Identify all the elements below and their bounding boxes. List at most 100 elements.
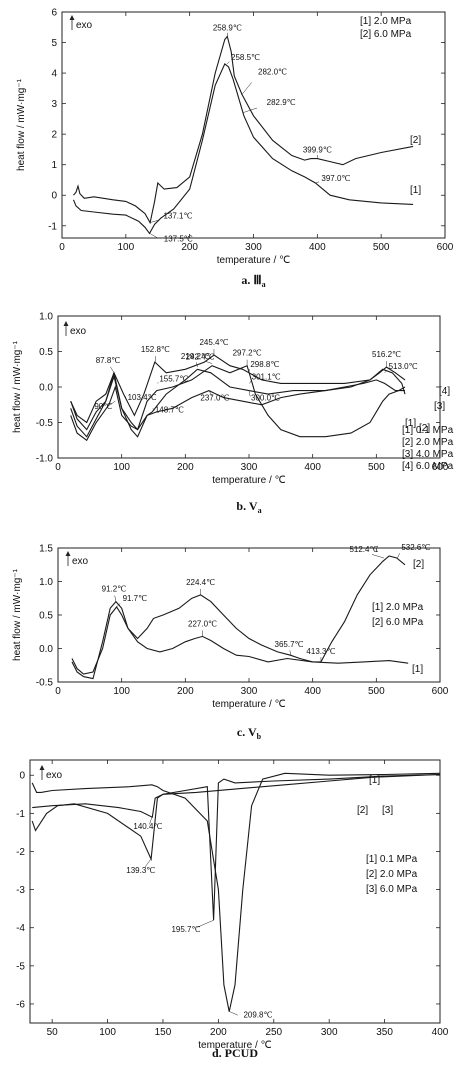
peak-annotation: 300.0℃ — [251, 394, 280, 403]
peak-annotation: 140.4℃ — [133, 822, 162, 831]
annotation-leader — [208, 390, 213, 397]
peak-annotation: 513.0℃ — [389, 362, 418, 371]
x-tick-label: 600 — [432, 462, 449, 473]
series-line-2 — [73, 35, 414, 225]
peak-annotation: 258.5℃ — [231, 53, 260, 62]
peak-annotation: 365.7℃ — [275, 640, 304, 649]
x-tick-label: 400 — [309, 242, 326, 253]
peak-annotation: 148.7℃ — [155, 405, 184, 414]
peak-annotation: 139.3℃ — [126, 866, 155, 875]
chart-panel-4: 50 100 150 200 250 300 350 400 -6 -5 -4 -3 -2 -1 0 temp… — [16, 759, 449, 1060]
peak-annotation: 91.7℃ — [123, 594, 148, 603]
peak-annotation: 298.8℃ — [250, 360, 279, 369]
y-axis-label: heat flow / mW·mg⁻¹ — [16, 78, 27, 171]
legend-entry: [1] 2.0 MPa — [372, 602, 424, 613]
y-tick-label: 1.5 — [39, 544, 53, 555]
annotation-leader — [397, 553, 400, 559]
y-tick-label: 6 — [51, 8, 57, 19]
annotation-leader — [114, 595, 117, 602]
y-tick-label: -0.5 — [36, 418, 54, 429]
legend-entry: [1] 0.1 MPa — [366, 854, 418, 865]
annotation-leader — [249, 380, 252, 384]
series-end-label: [1] — [405, 418, 416, 429]
exo-label: exo — [72, 556, 89, 567]
legend-entry: [1] 2.0 MPa — [360, 16, 412, 27]
y-tick-label: -1.0 — [36, 454, 54, 465]
series-end-label: [2] — [410, 135, 421, 146]
annotation-leader — [315, 181, 320, 184]
y-tick-label: -5 — [16, 961, 25, 972]
x-tick-label: 0 — [59, 242, 65, 253]
exo-label: exo — [76, 20, 93, 31]
plot-frame — [29, 759, 441, 1024]
annotation-leader — [144, 858, 151, 868]
legend-entry: [1] 0.1 MPa — [402, 425, 454, 436]
x-tick-label: 100 — [117, 242, 134, 253]
peak-annotation: 152.8℃ — [141, 345, 170, 354]
x-tick-label: 300 — [321, 1027, 338, 1038]
peak-annotation: 227.0℃ — [188, 619, 217, 628]
annotation-leader — [229, 1011, 238, 1016]
y-axis-label: heat flow / mW·mg⁻¹ — [12, 340, 23, 433]
x-tick-label: 100 — [113, 686, 130, 697]
y-tick-label: 1 — [51, 160, 57, 171]
x-tick-label: 500 — [368, 462, 385, 473]
x-tick-label: 400 — [304, 686, 321, 697]
x-tick-label: 100 — [99, 1027, 116, 1038]
x-tick-label: 500 — [368, 686, 385, 697]
y-axis-label: heat flow / mW·mg⁻¹ — [12, 568, 23, 661]
annotation-leader — [242, 107, 258, 114]
x-tick-label: 0 — [55, 462, 61, 473]
panel-caption: b. Va — [236, 499, 261, 515]
y-tick-label: 1.0 — [39, 577, 53, 588]
y-tick-label: -1 — [48, 221, 57, 232]
y-tick-label: -3 — [16, 885, 25, 896]
legend-entry: [2] 6.0 MPa — [372, 617, 424, 628]
x-tick-label: 200 — [177, 462, 194, 473]
annotation-leader — [197, 919, 215, 928]
x-axis-label: temperature / ℃ — [198, 1040, 271, 1051]
series-line-3 — [32, 773, 441, 819]
y-tick-label: -1 — [16, 809, 25, 820]
peak-annotation: 87.8℃ — [96, 356, 121, 365]
x-axis-label: temperature / ℃ — [212, 475, 285, 486]
x-tick-label: 250 — [265, 1027, 282, 1038]
y-tick-label: 2 — [51, 130, 57, 141]
peak-annotation: 282.9℃ — [267, 98, 296, 107]
series-line-2 — [71, 555, 406, 680]
y-tick-label: -4 — [16, 923, 25, 934]
exo-arrowhead-icon — [69, 15, 75, 20]
x-axis-label: temperature / ℃ — [212, 699, 285, 710]
legend-entry: [3] 4.0 MPa — [402, 449, 454, 460]
x-tick-label: 100 — [113, 462, 130, 473]
y-tick-label: 0.0 — [39, 383, 53, 394]
peak-annotation: 224.4℃ — [186, 578, 215, 587]
peak-annotation: 137.1℃ — [163, 212, 192, 221]
series-end-label: [2] — [419, 423, 430, 434]
legend-entry: [2] 2.0 MPa — [366, 869, 418, 880]
annotation-leader — [110, 366, 115, 373]
y-tick-label: 0 — [19, 771, 25, 782]
peak-annotation: 103.4℃ — [128, 393, 157, 402]
peak-annotation: 137.5℃ — [164, 234, 193, 243]
annotation-leader — [371, 554, 385, 559]
y-tick-label: -2 — [16, 847, 25, 858]
exo-label: exo — [70, 326, 87, 337]
annotation-leader — [241, 82, 252, 95]
x-tick-label: 0 — [55, 686, 61, 697]
peak-annotation: 242.4℃ — [186, 353, 215, 362]
peak-annotation: 512.4℃ — [349, 545, 378, 554]
annotation-leader — [204, 360, 213, 364]
annotation-leader — [123, 393, 127, 398]
exo-arrowhead-icon — [65, 551, 71, 556]
peak-annotation: 413.3℃ — [306, 647, 335, 656]
series-line-4 — [70, 364, 406, 442]
x-tick-label: 300 — [241, 686, 258, 697]
series-end-label: [3] — [434, 401, 445, 412]
series-end-label: [1] — [410, 185, 421, 196]
peak-annotation: 90℃ — [94, 402, 112, 411]
series-line-1 — [31, 772, 441, 1012]
series-line-1 — [72, 63, 414, 235]
legend-entry: [3] 6.0 MPa — [366, 884, 418, 895]
x-tick-label: 400 — [304, 462, 321, 473]
